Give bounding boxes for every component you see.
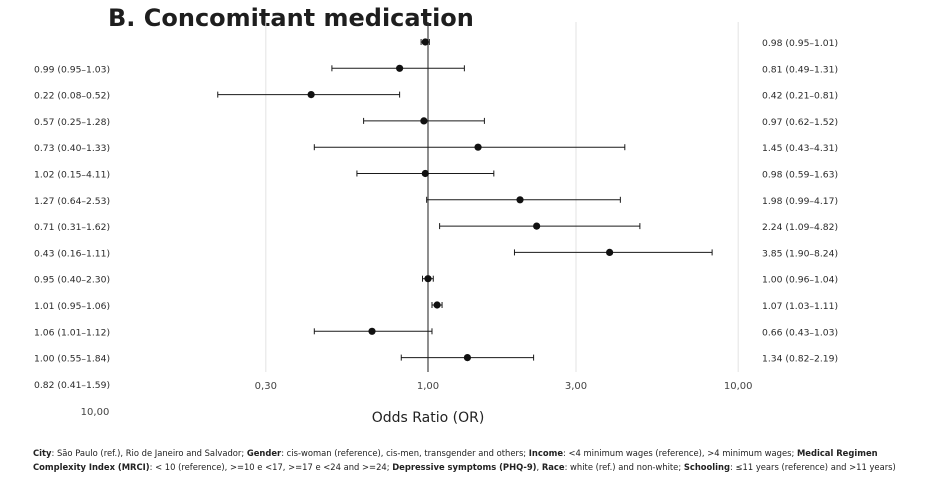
right-estimate-label: 0.66 (0.43–1.03) xyxy=(762,327,838,338)
right-estimate-label: 0.42 (0.21–0.81) xyxy=(762,91,838,102)
point-estimate xyxy=(368,327,376,335)
left-estimate-label: 1.00 (0.55–1.84) xyxy=(34,354,110,365)
left-estimate-label: 1.01 (0.95–1.06) xyxy=(34,301,110,312)
point-estimate xyxy=(516,196,524,204)
point-estimate xyxy=(396,64,404,72)
forest-plot: 0,30 1,00 3,00 10,00 10,00 Odds Ratio (OR) 0.9… xyxy=(34,22,838,426)
right-estimate-label: 0.98 (0.59–1.63) xyxy=(762,170,838,181)
footnote-term: Gender xyxy=(246,448,282,458)
point-estimate xyxy=(533,222,541,230)
point-estimate xyxy=(421,38,429,46)
left-estimate-label: 0.22 (0.08–0.52) xyxy=(34,91,110,102)
point-estimate xyxy=(463,354,472,362)
left-estimate-label: 0.82 (0.41–1.59) xyxy=(34,380,110,391)
left-estimate-label: 0.71 (0.31–1.62) xyxy=(34,222,110,233)
footnote-text: : white (ref.) and non-white; xyxy=(564,462,684,472)
right-estimate-label: 3.85 (1.90–8.24) xyxy=(762,248,838,259)
right-estimate-label: 0.97 (0.62–1.52) xyxy=(762,117,838,128)
right-estimate-label: 0.98 (0.95–1.01) xyxy=(762,38,838,49)
footnote: City: São Paulo (ref.), Rio de Janeiro a… xyxy=(33,446,913,474)
right-estimate-label: 1.45 (0.43–4.31) xyxy=(762,143,838,154)
footnote-text: : São Paulo (ref.), Rio de Janeiro and S… xyxy=(51,448,247,458)
point-estimate xyxy=(307,91,315,99)
footnote-term: Schooling xyxy=(683,462,730,472)
point-estimate xyxy=(474,143,482,151)
chart-title: B. Concomitant medication xyxy=(108,4,474,32)
footnote-text: , xyxy=(536,462,542,472)
right-estimate-label: 1.98 (0.99–4.17) xyxy=(762,196,838,207)
footnote-term: Depressive symptoms (PHQ-9) xyxy=(392,462,537,472)
x-tick-label: 1,00 xyxy=(417,381,439,392)
point-estimate xyxy=(433,301,441,309)
x-tick-label: 10,00 xyxy=(724,381,753,392)
footnote-text: : < 10 (reference), >=10 e <17, >=17 e <… xyxy=(149,462,393,472)
left-axis-tick-label: 10,00 xyxy=(81,407,110,418)
footnote-term: City xyxy=(33,448,52,458)
right-estimate-label: 2.24 (1.09–4.82) xyxy=(762,222,838,233)
point-estimate xyxy=(606,248,614,256)
left-estimate-label: 1.27 (0.64–2.53) xyxy=(34,196,110,207)
footnote-term: Race xyxy=(541,462,565,472)
footnote-text: : ≤11 years (reference) and >11 years) xyxy=(730,462,896,472)
point-estimate xyxy=(420,117,428,125)
left-estimate-label: 0.99 (0.95–1.03) xyxy=(34,64,110,75)
right-estimate-label: 0.81 (0.49–1.31) xyxy=(762,64,838,75)
right-estimate-label: 1.34 (0.82–2.19) xyxy=(762,354,838,365)
left-estimate-label: 1.02 (0.15–4.11) xyxy=(34,170,110,181)
right-estimate-label: 1.00 (0.96–1.04) xyxy=(762,275,838,286)
point-estimate xyxy=(424,275,432,283)
footnote-term: Medical Regimen Complexity Index (MRCI) xyxy=(33,448,878,472)
left-estimate-label: 0.57 (0.25–1.28) xyxy=(34,117,110,128)
footnote-term: Income xyxy=(528,448,564,458)
x-tick-label: 3,00 xyxy=(565,381,587,392)
left-estimate-label: 0.43 (0.16–1.11) xyxy=(34,248,110,259)
point-estimate xyxy=(421,169,429,178)
right-estimate-label: 1.07 (1.03–1.11) xyxy=(762,301,838,312)
left-estimate-label: 1.06 (1.01–1.12) xyxy=(34,327,110,338)
footnote-text: : <4 minimum wages (reference), >4 minim… xyxy=(563,448,797,458)
x-tick-label: 0,30 xyxy=(255,381,277,392)
left-estimate-label: 0.73 (0.40–1.33) xyxy=(34,143,110,154)
left-estimate-label: 0.95 (0.40–2.30) xyxy=(34,275,110,286)
x-axis-label: Odds Ratio (OR) xyxy=(372,410,485,426)
footnote-text: : cis-woman (reference), cis-men, transg… xyxy=(281,448,529,458)
